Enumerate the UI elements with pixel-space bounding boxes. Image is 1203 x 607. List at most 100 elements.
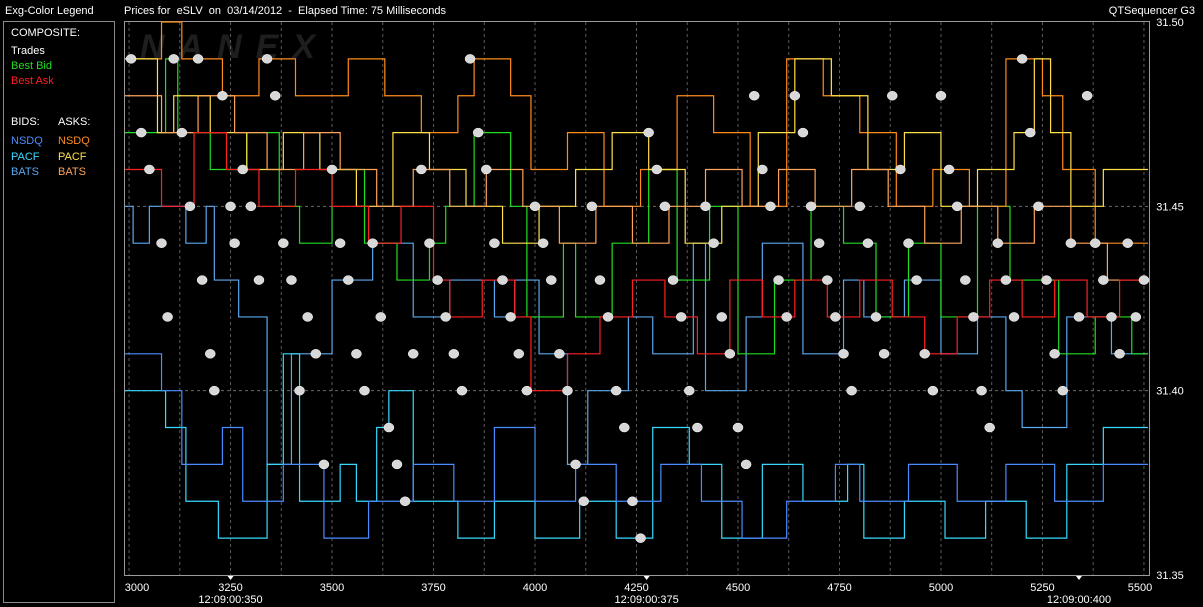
legend-bid-bats: BATS <box>11 166 39 178</box>
legend-panel: Exg-Color Legend COMPOSITE: Trades Best … <box>0 0 117 607</box>
trade-point <box>472 127 484 138</box>
trade-point <box>610 385 622 396</box>
time-marker <box>643 576 650 580</box>
trade-point <box>960 275 971 285</box>
trade-point <box>351 349 362 359</box>
trade-point <box>895 164 906 175</box>
trade-point <box>1000 275 1012 285</box>
trade-point <box>1089 238 1101 248</box>
trade-point <box>162 312 173 322</box>
trade-point <box>205 349 216 359</box>
trade-point <box>464 54 476 64</box>
app-name: QTSequencer G3 <box>1108 5 1195 17</box>
trade-point <box>708 238 719 248</box>
trade-point <box>1073 312 1085 322</box>
trade-point <box>176 127 188 138</box>
trade-point <box>407 349 419 359</box>
x-tick-label: 5250 <box>1030 582 1054 594</box>
trade-point <box>1041 275 1052 285</box>
trade-point <box>513 349 525 359</box>
trade-point <box>505 312 516 322</box>
trade-point <box>789 90 801 101</box>
trade-point <box>781 312 792 322</box>
trade-point <box>1065 238 1077 248</box>
trade-point <box>294 385 305 396</box>
trade-point <box>217 90 228 101</box>
trade-point <box>830 312 841 322</box>
trade-point <box>675 312 687 322</box>
trade-point <box>878 349 890 359</box>
trade-point <box>278 238 289 248</box>
trade-point <box>643 127 654 138</box>
legend-best-bid: Best Bid <box>11 60 52 72</box>
trade-point <box>732 422 744 433</box>
trade-point <box>927 385 939 396</box>
x-tick-label: 3500 <box>320 582 344 594</box>
trade-point <box>651 164 663 175</box>
trade-point <box>440 312 451 322</box>
trade-point <box>432 275 443 285</box>
trade-point <box>135 127 147 138</box>
trade-point <box>416 164 427 175</box>
chart-header-title: Prices for eSLV on 03/14/2012 - Elapsed … <box>124 5 447 17</box>
time-marker <box>227 576 234 580</box>
composite-label: COMPOSITE: <box>11 27 81 39</box>
trade-point <box>456 385 468 396</box>
trade-point <box>192 54 204 64</box>
trade-point <box>521 385 533 396</box>
trade-point <box>862 238 874 248</box>
legend-box <box>3 21 115 603</box>
x-tick-label: 4500 <box>726 582 750 594</box>
y-tick-label: 31.45 <box>1156 201 1184 213</box>
trade-point <box>237 164 248 175</box>
trade-point <box>773 275 784 285</box>
series-line-ask-pacf <box>125 58 1148 244</box>
trade-point <box>1008 312 1020 322</box>
trade-point <box>310 349 322 359</box>
trade-point <box>391 459 403 470</box>
trade-point <box>1138 275 1150 285</box>
series-line-bid-pacf <box>125 353 1148 539</box>
trade-point <box>1122 238 1133 248</box>
trade-point <box>805 201 817 212</box>
trade-point <box>578 496 589 507</box>
trade-point <box>586 201 598 212</box>
trade-point <box>813 238 825 248</box>
trade-point <box>594 275 606 285</box>
trade-point <box>245 201 257 212</box>
x-tick-label: 4000 <box>523 582 547 594</box>
bids-label: BIDS: <box>11 116 40 128</box>
x-tick-label: 5000 <box>929 582 953 594</box>
x-tick-label: 4250 <box>624 582 648 594</box>
trade-point <box>765 201 776 212</box>
y-tick-label: 31.40 <box>1156 386 1184 398</box>
trade-point <box>602 312 614 322</box>
trade-point <box>253 275 265 285</box>
trade-point <box>716 312 727 322</box>
trade-point <box>943 164 955 175</box>
trade-point <box>399 496 411 507</box>
trade-point <box>692 422 703 433</box>
trade-point <box>489 238 500 248</box>
trade-point <box>537 238 549 248</box>
series-line-bid-nsdq <box>125 353 1148 539</box>
trade-point <box>935 90 947 101</box>
time-marker <box>1075 576 1082 580</box>
watermark: NANEX <box>140 28 329 66</box>
trade-point <box>1033 201 1044 212</box>
trade-point <box>838 349 849 359</box>
series-line-best-ask <box>125 132 1148 392</box>
y-tick-label: 31.35 <box>1156 570 1184 582</box>
trade-point <box>700 201 711 212</box>
legend-best-ask: Best Ask <box>11 75 54 87</box>
trade-point <box>225 201 236 212</box>
trade-point <box>968 312 979 322</box>
trade-point <box>1057 385 1068 396</box>
time-label: 12:09:00:375 <box>615 594 679 606</box>
trade-point <box>184 201 196 212</box>
trade-point <box>1025 127 1036 138</box>
trade-point <box>684 385 695 396</box>
x-tick-label: 5500 <box>1128 582 1152 594</box>
trade-point <box>302 312 313 322</box>
